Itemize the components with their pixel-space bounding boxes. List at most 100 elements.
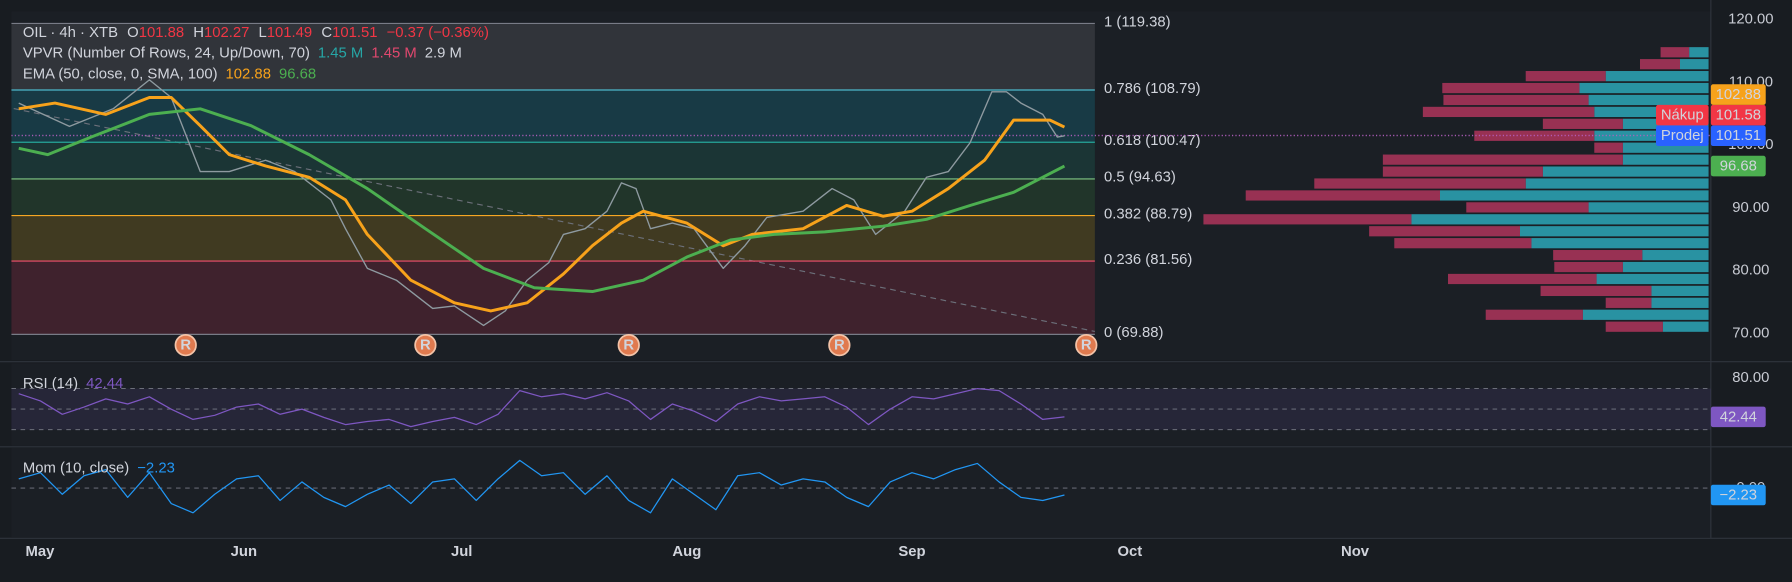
volume-down-bar: [1553, 250, 1643, 261]
ohlc-label: C: [321, 25, 332, 41]
price-badge: [1710, 104, 1766, 126]
price-badge-label: 101.58: [1716, 108, 1761, 124]
volume-down-bar: [1640, 59, 1680, 70]
series-line: [18, 107, 1066, 294]
volume-up-bar: [1689, 47, 1709, 58]
fib-label: 0.382 (88.79): [1104, 206, 1192, 222]
event-label: R: [834, 338, 845, 354]
volume-up-bar: [1411, 214, 1709, 225]
quote-tab-label: Prodej: [1661, 128, 1704, 144]
event-marker: [1075, 333, 1098, 357]
price-badge: [1710, 125, 1766, 147]
ohlc-value: 101.88: [139, 25, 184, 41]
volume-down-bar: [1605, 297, 1652, 308]
volume-up-bar: [1588, 94, 1709, 106]
indicator-title: RSI (14): [23, 376, 78, 392]
event-label: R: [180, 338, 191, 354]
fib-band: [11, 261, 1095, 335]
fib-label: 0.618 (100.47): [1104, 133, 1201, 149]
fib-label: 0.236 (81.56): [1104, 252, 1192, 268]
volume-down-bar: [1369, 226, 1520, 237]
indicator-reading: 42.44: [86, 376, 123, 392]
indicator-reading: 1.45 M: [318, 46, 363, 62]
x-tick-label: May: [26, 544, 56, 560]
fib-label: 0.5 (94.63): [1104, 170, 1176, 186]
volume-down-bar: [1245, 190, 1440, 201]
ohlc-label: O: [127, 25, 139, 41]
volume-down-bar: [1442, 82, 1580, 94]
event-marker: [617, 333, 640, 357]
series-line: [18, 79, 1065, 327]
volume-up-bar: [1622, 261, 1709, 273]
volume-down-bar: [1485, 309, 1583, 320]
x-tick-label: Sep: [898, 544, 925, 560]
volume-up-bar: [1596, 273, 1709, 285]
volume-up-bar: [1525, 178, 1709, 189]
volume-down-bar: [1314, 178, 1526, 189]
rsi-band: [11, 388, 1711, 430]
price-change: −0.37 (−0.36%): [387, 25, 489, 41]
ohlc-label: L: [259, 25, 267, 41]
volume-up-bar: [1622, 154, 1709, 165]
volume-up-bar: [1622, 142, 1709, 153]
price-badge: [1710, 406, 1766, 428]
quote-tab-label: Nákup: [1661, 108, 1704, 124]
y-tick-label: 90.00: [1732, 200, 1769, 216]
x-tick-label: Jun: [231, 544, 257, 560]
volume-down-bar: [1443, 94, 1589, 106]
y-tick-label: 80.00: [1732, 370, 1769, 386]
volume-up-bar: [1520, 226, 1709, 237]
volume-down-bar: [1466, 202, 1589, 213]
y-tick-label: 70.00: [1732, 326, 1769, 342]
price-badge-label: 96.68: [1720, 159, 1757, 175]
indicator-reading: 1.45 M: [371, 46, 416, 62]
volume-up-bar: [1680, 59, 1709, 70]
series-line: [18, 96, 1066, 313]
volume-up-bar: [1582, 309, 1709, 320]
volume-down-bar: [1382, 166, 1543, 177]
indicator-label: EMA (50, close, 0, SMA, 100): [23, 66, 218, 82]
indicator-title: Mom (10, close): [23, 460, 129, 476]
volume-down-bar: [1525, 71, 1606, 82]
volume-up-bar: [1651, 297, 1709, 308]
x-tick-label: Nov: [1341, 544, 1370, 560]
ohlc-value: 101.49: [267, 25, 312, 41]
event-marker: [174, 333, 197, 357]
momentum-pane: [11, 448, 1711, 538]
volume-down-bar: [1394, 238, 1532, 249]
volume-up-bar: [1651, 285, 1709, 297]
fib-label: 0.786 (108.79): [1104, 81, 1201, 97]
fib-band: [11, 23, 1095, 90]
indicator-label: VPVR (Number Of Rows, 24, Up/Down, 70): [23, 46, 310, 62]
volume-up-bar: [1662, 321, 1709, 332]
fib-label: 1 (119.38): [1104, 14, 1171, 30]
indicator-reading: 2.9 M: [425, 46, 462, 62]
indicator-reading: −2.23: [137, 460, 175, 476]
ohlc-label: H: [193, 25, 204, 41]
indicator-legend: Mom (10, close) −2.23: [23, 460, 175, 476]
price-badge: [1710, 484, 1766, 506]
event-marker: [414, 333, 437, 357]
series-line: [18, 387, 1065, 428]
price-badge-label: −2.23: [1720, 487, 1758, 503]
y-tick-label: 120.00: [1728, 12, 1773, 28]
event-label: R: [1081, 338, 1092, 354]
symbol-title: OIL · 4h · XTB: [23, 25, 118, 41]
fib-band: [11, 142, 1095, 179]
x-tick-label: Oct: [1117, 544, 1142, 560]
volume-down-bar: [1605, 321, 1663, 332]
volume-up-bar: [1594, 106, 1709, 118]
fib-label: 0 (69.88): [1104, 325, 1163, 341]
indicator-legend: EMA (50, close, 0, SMA, 100) 102.88 96.68: [23, 66, 316, 82]
ohlc-value: 101.51: [332, 25, 377, 41]
volume-down-bar: [1540, 285, 1652, 297]
event-label: R: [420, 338, 431, 354]
series-line: [18, 459, 1065, 514]
volume-down-bar: [1554, 261, 1623, 273]
volume-up-bar: [1440, 190, 1709, 201]
volume-up-bar: [1579, 82, 1709, 94]
volume-down-bar: [1203, 214, 1412, 225]
volume-up-bar: [1531, 238, 1709, 249]
quote-tab: [1656, 104, 1709, 126]
